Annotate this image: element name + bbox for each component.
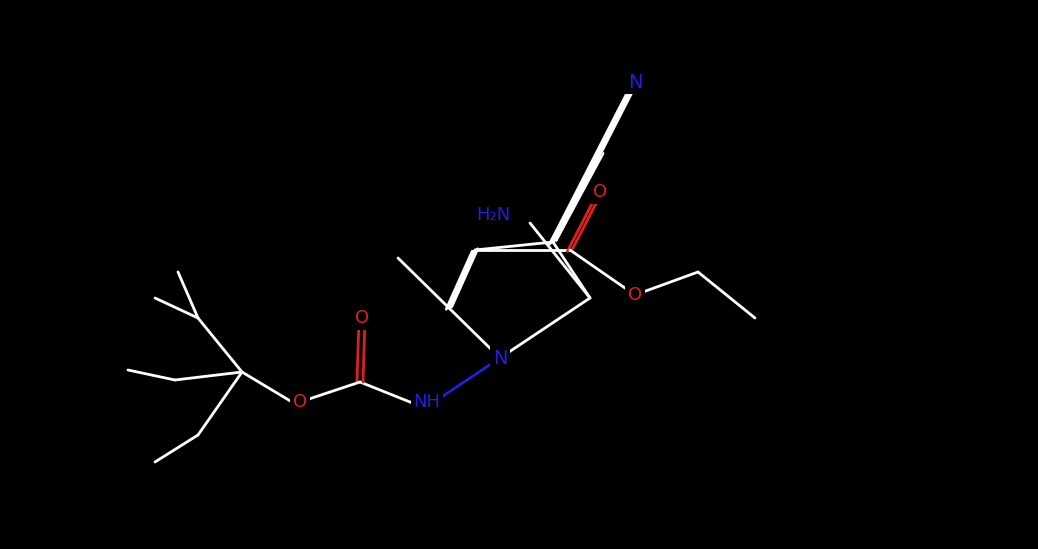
Text: O: O: [593, 183, 607, 201]
Text: O: O: [355, 309, 370, 327]
Text: O: O: [628, 286, 643, 304]
Text: O: O: [293, 393, 307, 411]
Text: N: N: [628, 72, 643, 92]
Text: N: N: [493, 349, 508, 367]
Text: H₂N: H₂N: [475, 206, 510, 224]
Text: NH: NH: [413, 393, 440, 411]
